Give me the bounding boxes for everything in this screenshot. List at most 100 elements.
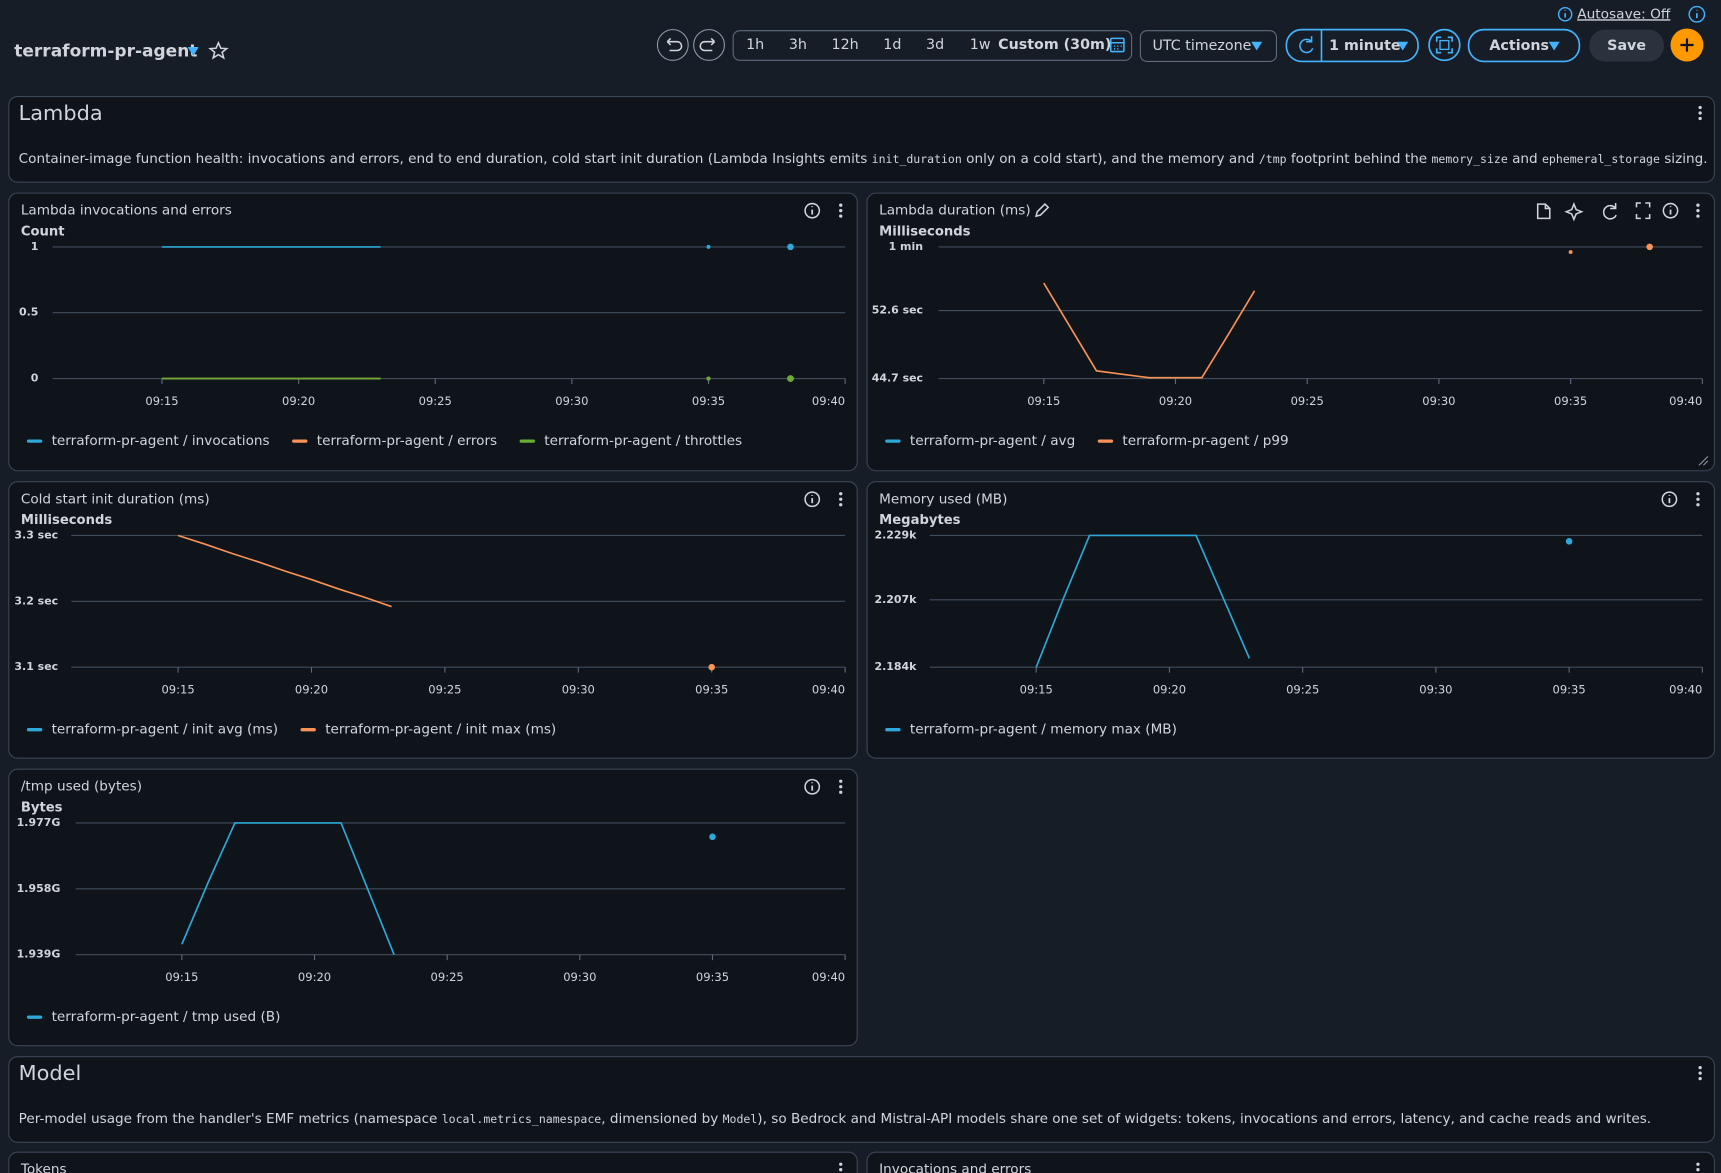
x-tick-label: 09:15 — [1020, 683, 1053, 697]
widget-title: /tmp used (bytes) — [21, 779, 142, 795]
section-title: Model — [19, 1061, 82, 1085]
data-point — [708, 663, 716, 671]
dashboard-title[interactable]: terraform-pr-agent — [14, 42, 197, 62]
menu-dot — [839, 203, 843, 207]
time-range-option[interactable]: 3h — [789, 37, 807, 53]
data-point — [1565, 538, 1573, 545]
refresh-group — [1285, 28, 1419, 63]
widget-menu[interactable] — [839, 1162, 843, 1173]
time-range-option[interactable]: 12h — [832, 37, 859, 53]
widget-menu[interactable] — [1696, 492, 1700, 507]
undo-button[interactable] — [656, 29, 689, 61]
insights-icon[interactable] — [1564, 202, 1584, 222]
save-button[interactable] — [1589, 29, 1664, 62]
info-ring — [1661, 491, 1678, 508]
view-source-icon[interactable] — [1536, 203, 1551, 220]
description-text: Per-model usage from the handler's EMF m… — [19, 1111, 442, 1127]
x-tick-label: 09:15 — [145, 394, 178, 408]
y-tick-label: 44.7 sec — [872, 372, 923, 385]
x-tick-label: 09:30 — [1419, 683, 1452, 697]
time-range-option[interactable]: 3d — [926, 37, 944, 53]
info-ring — [1662, 202, 1679, 219]
x-tick-label: 09:40 — [1669, 683, 1702, 697]
widget-menu[interactable] — [839, 203, 843, 218]
redo-button[interactable] — [693, 29, 725, 61]
menu-dot — [839, 1168, 843, 1172]
widget-menu[interactable] — [839, 492, 843, 507]
add-widget-button[interactable] — [1670, 28, 1704, 62]
inline-code: memory_size — [1432, 152, 1508, 166]
x-tick-label: 09:35 — [1553, 683, 1586, 697]
legend-label[interactable]: terraform-pr-agent / throttles — [544, 433, 742, 449]
y-tick-label: 1 — [31, 240, 39, 253]
legend-label[interactable]: terraform-pr-agent / invocations — [52, 433, 270, 449]
autosave-toggle[interactable]: Autosave: Off — [1577, 6, 1671, 22]
edit-icon[interactable] — [1035, 203, 1050, 218]
info-icon[interactable] — [1662, 202, 1679, 219]
series-line — [177, 534, 392, 608]
widget-panel — [8, 1151, 858, 1173]
time-range-option[interactable]: 1d — [883, 37, 901, 53]
description-text: only on a cold start), and the memory an… — [962, 151, 1259, 167]
title-dropdown[interactable] — [187, 47, 199, 56]
widget-menu[interactable] — [1698, 1066, 1702, 1081]
refresh-button[interactable] — [1299, 36, 1314, 54]
menu-dot — [1696, 1168, 1700, 1172]
refresh-interval[interactable]: 1 minute — [1329, 38, 1400, 54]
menu-dot — [1696, 214, 1700, 218]
help-icon[interactable] — [1688, 5, 1706, 23]
dropdown-arrow — [1548, 41, 1560, 51]
y-axis-label: Bytes — [21, 801, 63, 816]
calendar-icon[interactable] — [1109, 37, 1125, 53]
legend-label[interactable]: terraform-pr-agent / p99 — [1122, 433, 1288, 449]
time-range-option[interactable]: Custom (30m) — [998, 37, 1111, 53]
description-text: Container-image function health: invocat… — [19, 151, 872, 167]
time-range-option[interactable]: 1w — [970, 37, 991, 53]
widget-menu[interactable] — [1698, 105, 1702, 121]
dropdown-arrow — [1397, 41, 1409, 51]
info-icon[interactable] — [804, 491, 821, 508]
favorite-star[interactable] — [208, 40, 229, 60]
x-tick-label: 09:30 — [1422, 394, 1455, 408]
actions-button[interactable] — [1467, 28, 1581, 63]
info-icon[interactable] — [804, 202, 821, 219]
inline-code: local.metrics_namespace — [442, 1112, 602, 1126]
widget-menu[interactable] — [1696, 1162, 1700, 1173]
x-tick-label: 09:25 — [1286, 683, 1319, 697]
widget-menu[interactable] — [1696, 203, 1700, 218]
fullscreen-button[interactable] — [1428, 28, 1461, 62]
x-tick-label: 09:30 — [555, 394, 588, 408]
widget-panel — [8, 768, 858, 1047]
x-tick-label: 09:25 — [428, 683, 461, 697]
section-panel — [8, 1056, 1715, 1143]
y-tick-label: 0.5 — [19, 306, 38, 319]
info-icon[interactable] — [804, 778, 821, 795]
data-point — [709, 833, 716, 841]
legend-label[interactable]: terraform-pr-agent / memory max (MB) — [910, 722, 1177, 738]
widget-panel — [866, 192, 1715, 472]
legend-label[interactable]: terraform-pr-agent / errors — [317, 433, 497, 449]
timezone-select[interactable] — [1139, 30, 1278, 62]
info-icon[interactable] — [1557, 6, 1573, 22]
time-range-option[interactable]: 1h — [746, 37, 764, 53]
info-ring — [804, 778, 821, 795]
timezone-label: UTC timezone — [1152, 38, 1251, 54]
menu-dot — [839, 785, 843, 789]
data-point — [787, 375, 794, 382]
legend-label[interactable]: terraform-pr-agent / init avg (ms) — [52, 722, 278, 738]
x-tick-label: 09:20 — [1153, 683, 1186, 697]
widget-menu[interactable] — [839, 779, 843, 794]
legend-label[interactable]: terraform-pr-agent / tmp used (B) — [52, 1009, 281, 1025]
refresh-icon[interactable] — [1602, 202, 1617, 220]
expand-icon[interactable] — [1635, 202, 1651, 220]
y-tick-label: 2.229k — [874, 528, 917, 541]
legend-label[interactable]: terraform-pr-agent / init max (ms) — [325, 722, 556, 738]
x-tick-label: 09:25 — [431, 970, 464, 984]
section-panel — [8, 96, 1715, 183]
legend-label[interactable]: terraform-pr-agent / avg — [910, 433, 1075, 449]
info-icon[interactable] — [1661, 491, 1678, 508]
x-tick-label: 09:25 — [1291, 394, 1324, 408]
section-description: Per-model usage from the handler's EMF m… — [19, 1111, 1651, 1127]
x-tick-label: 09:35 — [692, 394, 725, 408]
